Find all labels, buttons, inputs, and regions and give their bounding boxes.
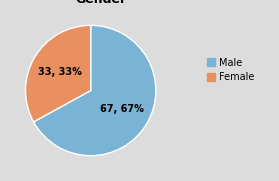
Text: 67, 67%: 67, 67%: [100, 104, 143, 114]
Wedge shape: [33, 25, 156, 156]
Wedge shape: [25, 25, 91, 122]
Text: Gender: Gender: [75, 0, 126, 7]
Text: 33, 33%: 33, 33%: [38, 67, 82, 77]
Legend: Male, Female: Male, Female: [204, 55, 257, 85]
